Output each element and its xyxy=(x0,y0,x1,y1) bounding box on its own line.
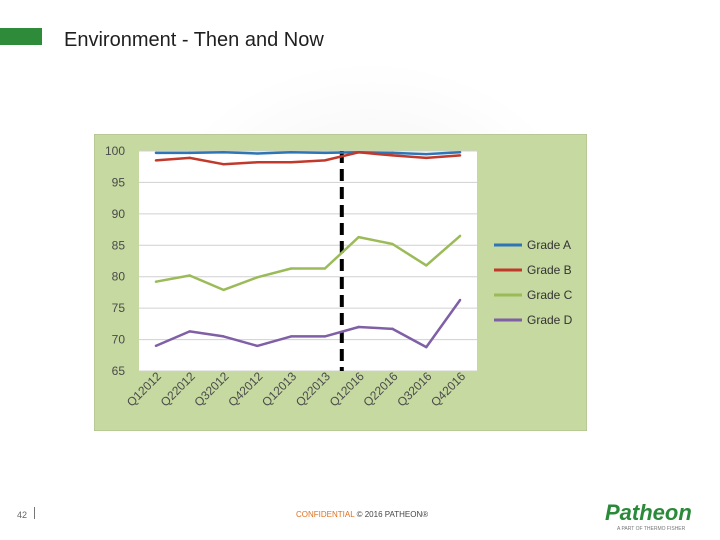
line-chart: 65 70 75 80 85 90 95 100 Q12012 Q22012 Q32012 Q4201… xyxy=(94,134,587,431)
legend-label: Grade D xyxy=(527,313,573,327)
data-point xyxy=(154,151,158,155)
data-point xyxy=(154,344,158,348)
data-point xyxy=(222,335,225,338)
data-point xyxy=(425,152,428,156)
data-point xyxy=(222,151,225,154)
legend-label: Grade C xyxy=(527,288,573,302)
data-point xyxy=(256,161,259,164)
footer-confidential: CONFIDENTIAL © 2016 PATHEON® xyxy=(296,510,428,519)
data-point xyxy=(154,159,158,162)
data-point xyxy=(256,276,259,279)
data-point xyxy=(458,234,462,238)
data-point xyxy=(391,151,394,155)
data-point xyxy=(425,156,428,160)
y-tick-label: 100 xyxy=(105,144,125,158)
data-point xyxy=(289,267,293,270)
patheon-logo: Patheon A PART OF THERMO FISHER xyxy=(605,500,692,532)
data-point xyxy=(188,274,191,277)
data-point xyxy=(391,242,394,246)
series-line xyxy=(155,151,461,166)
page-number: 42 xyxy=(17,510,28,520)
data-point xyxy=(425,345,428,349)
title-accent-bar xyxy=(0,28,42,45)
logo-tagline: A PART OF THERMO FISHER xyxy=(617,526,686,532)
copyright-text: © 2016 PATHEON® xyxy=(356,510,429,519)
series-line xyxy=(155,234,461,292)
data-point xyxy=(323,159,327,162)
y-tick-label: 95 xyxy=(112,175,126,189)
data-point xyxy=(425,264,428,267)
data-point xyxy=(188,151,191,155)
data-point xyxy=(289,161,293,164)
data-point xyxy=(222,288,225,292)
y-tick-label: 70 xyxy=(112,333,126,347)
y-tick-label: 65 xyxy=(112,364,126,378)
data-point xyxy=(357,151,360,154)
data-point xyxy=(256,344,259,348)
data-point xyxy=(357,235,360,239)
data-point xyxy=(222,163,225,166)
data-point xyxy=(323,151,327,155)
y-tick-label: 85 xyxy=(112,238,126,252)
series-line xyxy=(155,299,462,349)
legend-label: Grade B xyxy=(527,263,572,277)
legend-label: Grade A xyxy=(527,238,571,252)
data-point xyxy=(458,154,462,157)
logo-wordmark: Patheon xyxy=(605,500,692,525)
data-point xyxy=(391,327,394,331)
data-point xyxy=(188,156,191,160)
data-point xyxy=(458,151,462,154)
confidential-label: CONFIDENTIAL xyxy=(296,510,355,519)
data-point xyxy=(323,335,327,338)
series-line xyxy=(155,151,461,156)
chart-svg: 65707580859095100Q12012Q22012Q32012Q4201… xyxy=(94,134,587,431)
plot-area xyxy=(139,151,477,371)
y-tick-label: 80 xyxy=(112,270,126,284)
data-point xyxy=(289,335,293,338)
data-point xyxy=(323,267,327,270)
data-point xyxy=(289,151,293,154)
data-point xyxy=(458,298,462,302)
footer-separator xyxy=(34,507,35,519)
data-point xyxy=(256,152,259,155)
data-point xyxy=(391,154,394,157)
slide-title: Environment - Then and Now xyxy=(64,29,324,51)
data-point xyxy=(188,330,191,333)
y-tick-label: 75 xyxy=(112,301,126,315)
y-tick-label: 90 xyxy=(112,207,126,221)
data-point xyxy=(357,325,360,329)
data-point xyxy=(154,280,158,283)
